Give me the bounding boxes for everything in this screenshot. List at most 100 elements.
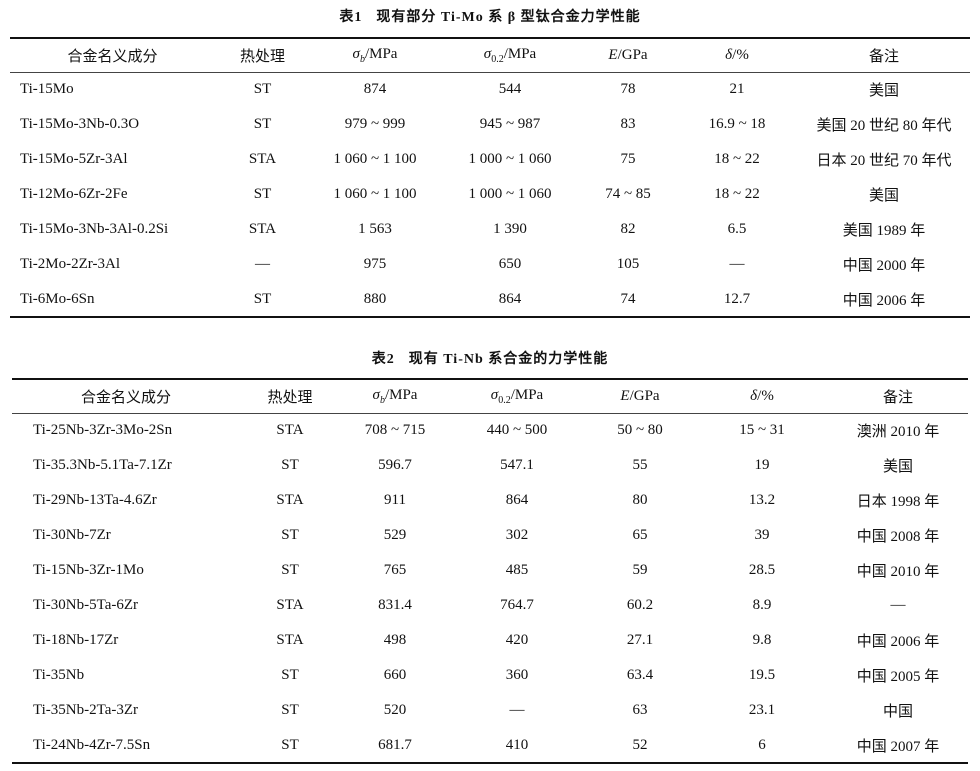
cell-sigma-b: 596.7 (378, 457, 412, 473)
cell-treatment: ST (240, 728, 340, 764)
cell-modulus: 78 (620, 81, 636, 98)
cell-note: 中国 2006 年 (856, 634, 940, 650)
table-row: Ti-18Nb-17Zr STA 498 420 27.1 9.8 中国 2006 年 (12, 623, 968, 658)
sub: b (379, 394, 385, 406)
cell-alloy: Ti-12Mo-6Zr-2Fe (20, 186, 128, 202)
cell-alloy: Ti-35Nb (33, 667, 85, 683)
sym: σ (483, 45, 492, 62)
unit: /MPa (503, 45, 537, 62)
cell-elongation: 19 (754, 457, 770, 473)
cell-elongation: 28.5 (748, 562, 776, 578)
cell-sigma-b: 708 ~ 715 (364, 422, 426, 439)
cell-modulus: 52 (584, 728, 696, 764)
table-row: Ti-6Mo-6Sn ST 880 864 74 12.7 中国 2006 年 (10, 282, 970, 318)
header-name: 合金名义成分 (10, 37, 215, 73)
table-title: 现有部分 Ti-Mo 系 β 型钛合金力学性能 (376, 10, 641, 25)
cell-alloy: Ti-30Nb-5Ta-6Zr (33, 597, 139, 613)
cell-note: 美国 (882, 459, 913, 475)
cell-note: 美国 (868, 83, 899, 100)
sym: σ (352, 45, 360, 62)
cell-alloy: Ti-15Mo-5Zr-3Al (20, 151, 128, 167)
cell-modulus: 50 ~ 80 (617, 422, 663, 439)
header-name: 合金名义成分 (12, 378, 240, 414)
cell-sigma-b: 520 (383, 702, 407, 718)
cell-sigma-b: 831.4 (378, 597, 412, 613)
cell-treatment: STA (248, 151, 277, 167)
cell-alloy: Ti-25Nb-3Zr-3Mo-2Sn (33, 422, 173, 439)
table-title: 现有 Ti-Nb 系合金的力学性能 (408, 352, 609, 367)
cell-alloy: Ti-15Mo (20, 81, 74, 98)
cell-treatment: STA (276, 422, 304, 439)
table-row: Ti-35Nb-2Ta-3Zr ST 520 — 63 23.1 中国 (12, 693, 968, 728)
table-1-caption: 表1 现有部分 Ti-Mo 系 β 型钛合金力学性能 (0, 6, 980, 26)
cell-modulus: 63 (632, 702, 648, 718)
cell-note: 美国 20 世纪 80 年代 (816, 118, 952, 134)
cell-modulus: 65 (632, 527, 648, 543)
cell-alloy: Ti-15Mo-3Nb-0.3O (20, 116, 140, 132)
unit: /MPa (384, 386, 418, 403)
cell-alloy: Ti-6Mo-6Sn (10, 282, 215, 318)
cell-treatment: ST (215, 282, 310, 318)
cell-alloy: Ti-15Nb-3Zr-1Mo (33, 562, 144, 578)
cell-treatment: STA (276, 632, 304, 648)
sub: b (359, 53, 365, 65)
cell-treatment: STA (248, 221, 277, 237)
table-row: Ti-30Nb-5Ta-6Zr STA 831.4 764.7 60.2 8.9 — (12, 588, 968, 623)
table-1: 合金名义成分 热处理 σb/MPa σ0.2/MPa E/GPa δ/% 备注 Ti-15Mo… (10, 37, 970, 318)
cell-sigma-02: 650 (498, 256, 522, 272)
cell-elongation: 23.1 (748, 702, 776, 718)
cell-sigma-b: 1 060 ~ 1 100 (333, 151, 417, 167)
cell-note: 中国 2010 年 (856, 564, 940, 580)
cell-elongation: 15 ~ 31 (739, 422, 785, 439)
cell-note: 美国 (868, 188, 899, 204)
cell-sigma-02: 420 (505, 632, 529, 648)
cell-sigma-02: 864 (440, 282, 580, 318)
table-2: 合金名义成分 热处理 σb/MPa σ0.2/MPa E/GPa δ/% 备注 Ti-25Nb… (12, 378, 968, 764)
table-number: 表2 (371, 352, 395, 367)
table-number: 表1 (339, 10, 363, 25)
table-row: Ti-35.3Nb-5.1Ta-7.1Zr ST 596.7 547.1 55 19 美国 (12, 448, 968, 483)
cell-elongation: 9.8 (752, 632, 772, 648)
cell-note: 澳洲 2010 年 (856, 424, 940, 441)
cell-sigma-b: 975 (363, 256, 387, 272)
cell-elongation: 18 ~ 22 (714, 186, 760, 202)
table-row: Ti-12Mo-6Zr-2Fe ST 1 060 ~ 1 100 1 000 ~ 1 … (10, 177, 970, 212)
cell-note: 中国 2006 年 (798, 282, 970, 318)
cell-sigma-02: 360 (505, 667, 529, 683)
cell-note: 中国 2008 年 (856, 529, 940, 545)
cell-alloy: Ti-15Mo-3Nb-3Al-0.2Si (20, 221, 169, 237)
table-row: Ti-30Nb-7Zr ST 529 302 65 39 中国 2008 年 (12, 518, 968, 553)
cell-elongation: — (729, 256, 745, 272)
sub: 0.2 (498, 394, 511, 406)
cell-note: 日本 1998 年 (856, 494, 940, 510)
cell-sigma-02: 1 000 ~ 1 060 (468, 151, 552, 167)
cell-modulus: 83 (620, 116, 636, 132)
unit: /MPa (510, 386, 544, 403)
cell-note: — (890, 597, 906, 613)
sym: σ (490, 386, 499, 403)
cell-treatment: STA (276, 597, 304, 613)
cell-sigma-b: 979 ~ 999 (344, 116, 406, 132)
cell-modulus: 105 (616, 256, 640, 272)
cell-elongation: 21 (729, 81, 745, 98)
sym: δ (725, 46, 733, 63)
cell-treatment: ST (253, 81, 272, 98)
table-2-caption: 表2 现有 Ti-Nb 系合金的力学性能 (0, 348, 980, 368)
cell-sigma-02: 945 ~ 987 (479, 116, 541, 132)
header-treatment: 热处理 (215, 37, 310, 73)
header-sigma-b: σb/MPa (310, 37, 440, 73)
cell-modulus: 59 (632, 562, 648, 578)
cell-modulus: 75 (620, 151, 636, 167)
header-sigma-02: σ0.2/MPa (440, 37, 580, 73)
cell-elongation: 13.2 (748, 492, 776, 508)
cell-treatment: ST (253, 186, 272, 202)
cell-elongation: 6.5 (727, 221, 747, 237)
header-modulus: E/GPa (580, 37, 676, 73)
cell-note: 中国 2007 年 (828, 728, 968, 764)
table-row: Ti-15Mo-5Zr-3Al STA 1 060 ~ 1 100 1 000 ~ 1… (10, 142, 970, 177)
cell-sigma-02: 485 (505, 562, 529, 578)
cell-sigma-02: 764.7 (500, 597, 534, 613)
cell-modulus: 82 (620, 221, 636, 237)
sub: 0.2 (491, 53, 504, 65)
cell-sigma-02: 302 (505, 527, 529, 543)
